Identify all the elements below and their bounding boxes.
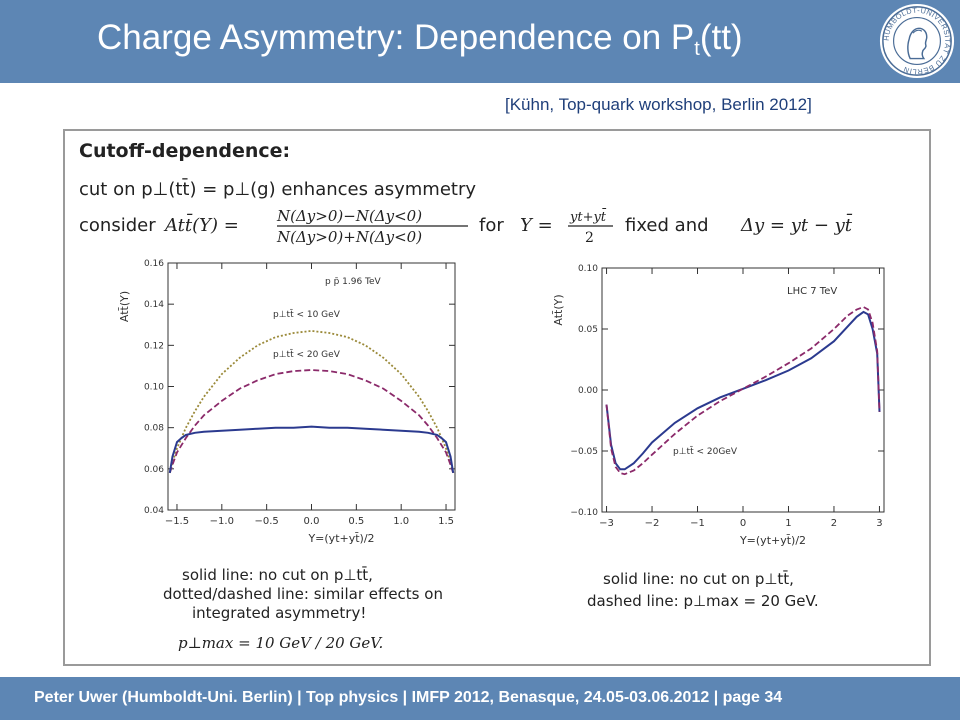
- y-axis-label: Att̄(Y): [552, 294, 565, 325]
- y-tick-label: 0.16: [144, 259, 164, 269]
- right-caption-line-2: dashed line: p⊥max = 20 GeV.: [587, 592, 819, 610]
- fixed-and-words: fixed and: [625, 215, 709, 236]
- chart-annotation: p⊥tt̄ < 20 GeV: [273, 348, 341, 360]
- y-tick-label: 0.00: [578, 386, 598, 396]
- x-tick-label: −1: [690, 518, 705, 529]
- y-tick-label: 0.05: [578, 325, 598, 335]
- x-tick-label: 0.5: [348, 516, 364, 527]
- content-line-1: cut on p⊥(tt̄) = p⊥(g) enhances asymmetr…: [79, 178, 476, 200]
- consider-word: consider: [79, 215, 156, 236]
- x-tick-label: −1.5: [165, 516, 189, 527]
- asymmetry-symbol: Att̄(Y) =: [163, 212, 239, 236]
- y-symbol: Y =: [520, 215, 553, 236]
- chart-annotation: LHC 7 TeV: [787, 286, 837, 297]
- y-tick-label: −0.10: [570, 508, 598, 518]
- y-tick-label: 0.08: [144, 424, 164, 434]
- footer-text: Peter Uwer (Humboldt-Uni. Berlin) | Top …: [34, 689, 783, 706]
- footer-bar: Peter Uwer (Humboldt-Uni. Berlin) | Top …: [0, 677, 960, 720]
- for-word: for: [479, 215, 504, 236]
- delta-y-formula: Δy = yt − yt̄: [740, 212, 853, 236]
- left-caption-line-3: integrated asymmetry!: [192, 604, 366, 622]
- y-fraction-numerator: yt+yt̄: [569, 208, 607, 225]
- slide-title: Charge Asymmetry: Dependence on Pt(tt): [97, 18, 743, 60]
- content-heading: Cutoff-dependence:: [79, 140, 290, 162]
- series-solid-line: [605, 310, 881, 471]
- y-fraction-denominator: 2: [585, 230, 594, 246]
- university-seal-icon: HUMBOLDT-UNIVERSITÄT ZU BERLIN: [879, 3, 955, 79]
- chart-tevatron: −1.5 −1.0 −0.5 0.0 0.5 1.0 1.5 0.04 0.06 0.08 0.10…: [118, 259, 456, 545]
- x-axis-label: Y=(yt+yt̄)/2: [739, 534, 806, 547]
- y-tick-label: −0.05: [570, 447, 598, 457]
- asymmetry-definition: consider Att̄(Y) = N(Δy>0)−N(Δy<0) N(Δy>…: [79, 207, 853, 246]
- right-caption-line-1: solid line: no cut on p⊥tt̄,: [603, 569, 794, 588]
- x-tick-label: 0.0: [304, 516, 320, 527]
- embedded-slide-image: Cutoff-dependence: cut on p⊥(tt̄) = p⊥(g…: [63, 129, 931, 666]
- left-caption: solid line: no cut on p⊥tt̄, dotted/dash…: [163, 565, 443, 652]
- y-tick-label: 0.12: [144, 341, 164, 351]
- series-dashed-line: [605, 306, 881, 476]
- left-formula: p⊥max = 10 GeV / 20 GeV.: [178, 634, 383, 652]
- left-caption-line-1: solid line: no cut on p⊥tt̄,: [182, 565, 373, 584]
- series-dashed-line: [168, 369, 455, 474]
- fraction-numerator: N(Δy>0)−N(Δy<0): [276, 207, 422, 225]
- y-tick-label: 0.10: [578, 264, 598, 274]
- y-tick-label: 0.14: [144, 300, 164, 310]
- x-tick-label: 1.5: [438, 516, 454, 527]
- right-caption: solid line: no cut on p⊥tt̄, dashed line…: [587, 569, 819, 610]
- header-bar: Charge Asymmetry: Dependence on Pt(tt) H…: [0, 0, 960, 83]
- chart-annotation: p⊥tt̄ < 10 GeV: [273, 308, 341, 320]
- chart-annotation: p⊥tt̄ < 20GeV: [673, 445, 738, 457]
- x-tick-label: 1.0: [393, 516, 409, 527]
- x-tick-label: −2: [645, 518, 660, 529]
- y-tick-label: 0.06: [144, 465, 164, 475]
- x-axis-label: Y=(yt+yt̄)/2: [307, 532, 374, 545]
- y-axis-label: Att̄(Y): [118, 291, 131, 322]
- slide-content: Cutoff-dependence: cut on p⊥(tt̄) = p⊥(g…: [79, 140, 885, 652]
- fraction-denominator: N(Δy>0)+N(Δy<0): [276, 228, 422, 246]
- chart-lhc: −3 −2 −1 0 1 2 3 −0.10 −0.05 0.00 0.05 0.10 Y=(yt+yt…: [552, 264, 885, 547]
- x-tick-label: 3: [876, 518, 882, 529]
- y-tick-label: 0.04: [144, 506, 164, 516]
- x-tick-label: −3: [599, 518, 614, 529]
- citation: [Kühn, Top-quark workshop, Berlin 2012]: [505, 95, 812, 114]
- x-tick-label: −0.5: [255, 516, 279, 527]
- chart-annotation: p p̄ 1.96 TeV: [325, 277, 382, 287]
- series-dotted-line: [168, 329, 455, 474]
- plot-frame: [601, 267, 885, 513]
- x-tick-label: −1.0: [210, 516, 234, 527]
- x-tick-label: 0: [740, 518, 746, 529]
- left-caption-line-2: dotted/dashed line: similar effects on: [163, 585, 443, 603]
- series-solid-line: [168, 425, 455, 474]
- x-tick-label: 2: [831, 518, 837, 529]
- y-tick-label: 0.10: [144, 383, 164, 393]
- x-tick-label: 1: [785, 518, 791, 529]
